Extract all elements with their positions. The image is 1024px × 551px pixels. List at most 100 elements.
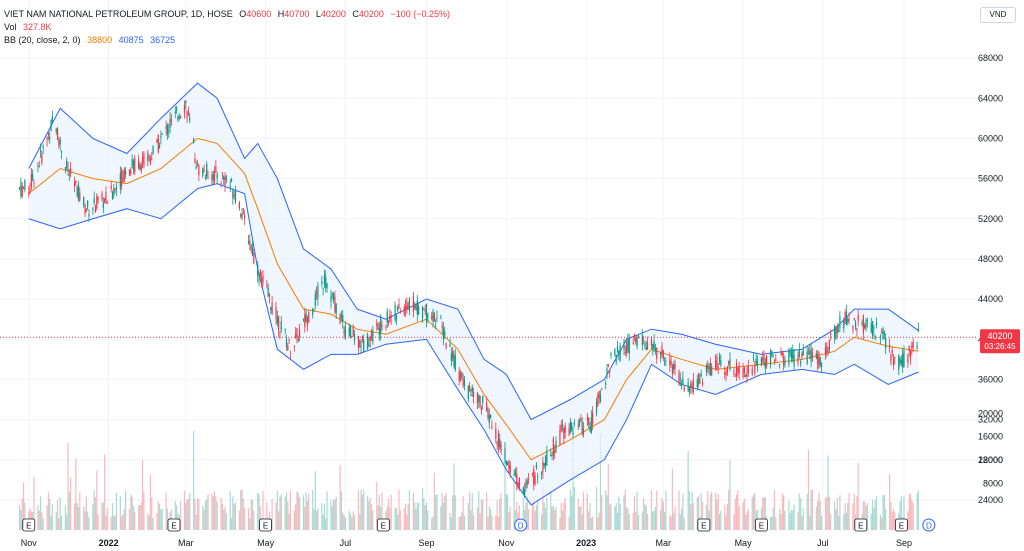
earnings-marker[interactable]: E — [854, 518, 868, 532]
earnings-marker[interactable]: E — [22, 518, 36, 532]
volume-bar — [718, 513, 721, 530]
volume-bar — [124, 490, 127, 530]
earnings-marker[interactable]: E — [754, 518, 768, 532]
candle — [724, 366, 726, 380]
candle — [766, 354, 768, 369]
candle — [130, 166, 132, 177]
price-axis[interactable]: 2400028000320003600040000440004800052000… — [978, 53, 1003, 505]
volume-bar — [326, 491, 328, 530]
volume-bar — [716, 500, 718, 530]
volume-bar — [22, 482, 25, 530]
candle — [517, 482, 519, 490]
candle — [875, 317, 878, 329]
candle — [874, 334, 876, 341]
volume-bar — [408, 490, 411, 530]
candle — [505, 460, 507, 467]
earnings-marker[interactable]: E — [376, 518, 390, 532]
candle — [911, 341, 913, 355]
earnings-marker[interactable]: E — [167, 518, 181, 532]
volume-bar — [361, 494, 363, 530]
candle — [176, 106, 178, 114]
volume-bar — [870, 514, 872, 530]
volume-bar — [308, 493, 310, 530]
volume-tick-label: 12000 — [978, 455, 1003, 465]
volume-bar — [462, 496, 464, 530]
volume-bar — [834, 501, 836, 530]
volume-bar — [452, 495, 454, 530]
candle — [380, 313, 382, 341]
candle — [321, 276, 323, 288]
volume-bar — [66, 514, 68, 530]
volume-bar — [141, 459, 144, 530]
volume-bar — [537, 499, 539, 530]
volume-bar — [372, 510, 374, 530]
volume-bar — [671, 468, 674, 530]
candle — [781, 350, 783, 358]
candle — [709, 357, 711, 376]
volume-bar — [297, 492, 299, 530]
candle — [682, 371, 684, 386]
volume-bar — [441, 492, 443, 530]
candle — [580, 414, 582, 422]
candle — [385, 324, 387, 331]
x-tick-label: May — [257, 538, 275, 548]
volume-bar — [380, 506, 382, 530]
candle — [819, 356, 821, 368]
candle — [352, 324, 354, 337]
time-axis[interactable]: Nov 2022 Mar May Jul Sep Nov 2023 Mar May Jul Sep — [21, 538, 912, 548]
volume-bar — [377, 505, 379, 530]
volume-bar — [534, 510, 536, 530]
candle — [92, 206, 94, 215]
volume-bar — [891, 511, 893, 530]
candle — [169, 111, 171, 134]
earnings-marker[interactable]: E — [697, 518, 711, 532]
volume-bar — [351, 517, 353, 530]
candle — [499, 433, 501, 451]
volume-bar — [618, 496, 620, 530]
volume-bar — [597, 517, 599, 530]
candle — [486, 396, 488, 412]
volume-bars — [19, 430, 919, 530]
volume-bar — [58, 518, 60, 530]
candle — [810, 342, 812, 368]
volume-bar — [195, 514, 197, 530]
volume-bar — [806, 494, 808, 530]
candle — [24, 179, 26, 193]
candle — [215, 159, 217, 174]
earnings-marker[interactable]: E — [894, 518, 908, 532]
volume-bar — [747, 509, 749, 530]
candle — [656, 347, 658, 364]
candle — [752, 352, 755, 362]
candle — [261, 271, 263, 288]
symbol-title[interactable]: VIET NAM NATIONAL PETROLEUM GROUP, 1D, H… — [4, 9, 233, 19]
earnings-marker[interactable]: E — [259, 518, 272, 532]
volume-bar — [678, 490, 680, 530]
volume-bar — [285, 492, 288, 530]
candle — [697, 372, 700, 388]
dividend-marker[interactable]: D — [514, 518, 528, 532]
candle — [56, 126, 59, 140]
candle — [104, 197, 106, 204]
volume-bar — [643, 498, 645, 530]
volume-bar — [418, 502, 420, 530]
candle — [899, 356, 901, 366]
candle — [41, 151, 43, 166]
legend-volume[interactable]: Vol 327.8K — [4, 22, 56, 32]
svg-text:E: E — [899, 522, 904, 531]
legend-bb[interactable]: BB (20, close, 2, 0) 38800 40875 36725 — [4, 35, 179, 45]
volume-bar — [128, 508, 131, 530]
volume-bar — [250, 499, 252, 530]
candle — [809, 344, 811, 360]
currency-button[interactable]: VND — [980, 7, 1016, 23]
candle — [734, 373, 736, 378]
dividend-marker[interactable]: D — [922, 518, 936, 532]
candle — [275, 302, 277, 325]
volume-bar — [406, 514, 408, 530]
volume-bar — [240, 490, 242, 530]
volume-bar — [404, 503, 407, 530]
volume-bar — [368, 501, 370, 530]
candle — [58, 136, 60, 149]
candle — [881, 328, 883, 334]
